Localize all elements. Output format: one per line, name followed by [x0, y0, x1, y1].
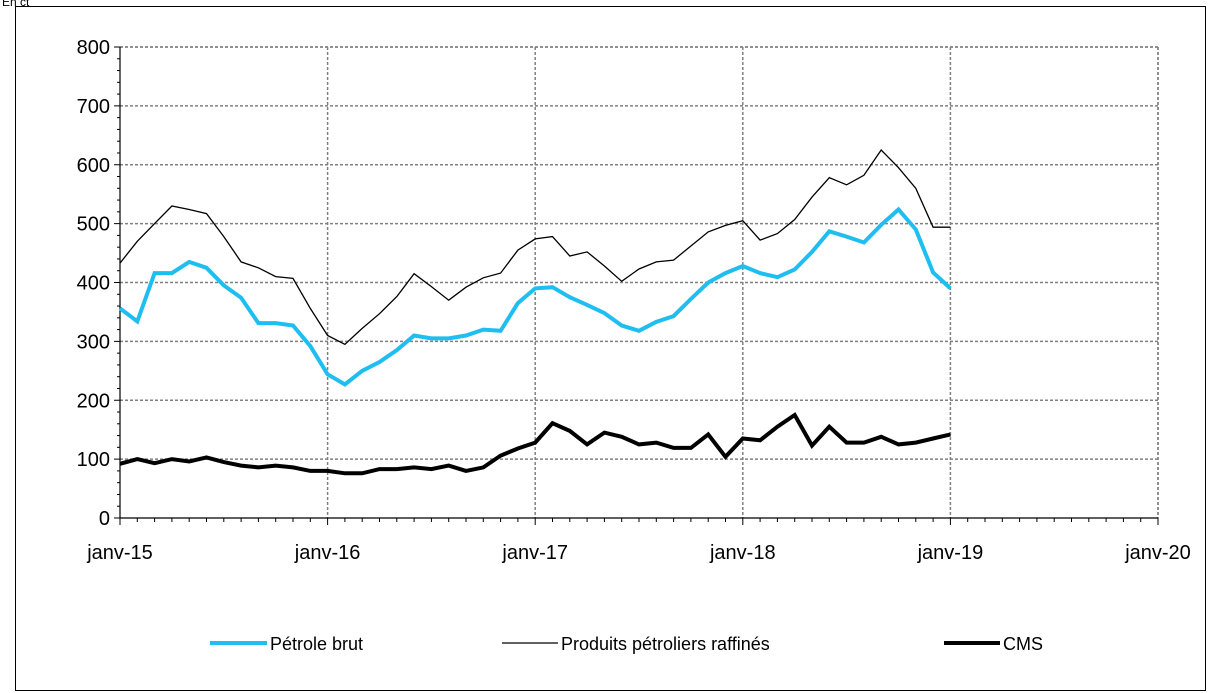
series-line-0 [118, 206, 952, 387]
y-tick-label: 300 [77, 331, 110, 353]
y-tick-label: 500 [77, 214, 110, 236]
x-tick-label: janv-17 [501, 542, 568, 564]
chart-frame [15, 6, 1206, 691]
x-tick-label: janv-15 [86, 542, 153, 564]
x-tick-label: janv-19 [917, 542, 984, 564]
y-tick-label: 800 [77, 37, 110, 59]
legend-label: Produits pétroliers raffinés [561, 634, 770, 654]
unit-label: En ct [2, 0, 30, 9]
y-tick-label: 0 [99, 508, 110, 530]
y-tick-label: 100 [77, 449, 110, 471]
series-line-1 [119, 148, 951, 346]
x-tick-label: janv-20 [1124, 542, 1191, 564]
x-tick-label: janv-16 [294, 542, 361, 564]
y-tick-label: 600 [77, 155, 110, 177]
y-tick-label: 400 [77, 273, 110, 295]
x-tick-label: janv-18 [709, 542, 776, 564]
series-line-2 [119, 412, 951, 476]
y-tick-label: 700 [77, 96, 110, 118]
y-tick-label: 200 [77, 390, 110, 412]
legend-label: CMS [1003, 634, 1043, 654]
legend-label: Pétrole brut [270, 634, 363, 654]
